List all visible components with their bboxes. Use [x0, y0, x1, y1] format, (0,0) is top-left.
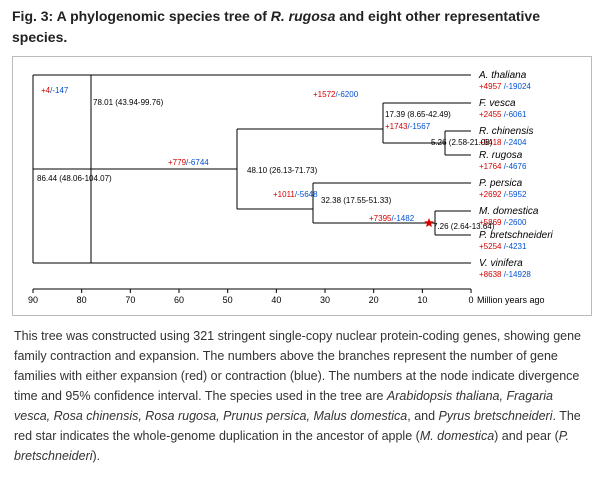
svg-text:F. vesca: F. vesca	[479, 98, 516, 109]
x-axis: 90 80 70 60 50 40 30 20 10 0Million years ago	[28, 289, 545, 305]
svg-text:5.26 (2.58-21.08): 5.26 (2.58-21.08)	[431, 138, 493, 147]
svg-text:80: 80	[77, 295, 87, 305]
svg-text:+7395/-1482: +7395/-1482	[369, 214, 415, 223]
svg-text:17.39 (8.65-42.49): 17.39 (8.65-42.49)	[385, 110, 451, 119]
figure-caption: This tree was constructed using 321 stri…	[0, 316, 604, 466]
title-species: R. rugosa	[271, 8, 336, 24]
svg-text:30: 30	[320, 295, 330, 305]
svg-text:P. bretschneideri: P. bretschneideri	[479, 230, 554, 241]
svg-text:86.44 (48.06-104.07): 86.44 (48.06-104.07)	[37, 174, 112, 183]
svg-text:40: 40	[271, 295, 281, 305]
svg-text:A. thaliana: A. thaliana	[478, 70, 527, 81]
svg-text:+2455 /-6061: +2455 /-6061	[479, 110, 527, 119]
svg-text:20: 20	[369, 295, 379, 305]
caption-species-2: Pyrus bretschneideri	[439, 409, 553, 423]
figure-container: 90 80 70 60 50 40 30 20 10 0Million years ago A. …	[12, 56, 592, 316]
svg-text:70: 70	[125, 295, 135, 305]
svg-text:48.10 (26.13-71.73): 48.10 (26.13-71.73)	[247, 166, 318, 175]
svg-text:+2692 /-5952: +2692 /-5952	[479, 190, 527, 199]
svg-text:R. rugosa: R. rugosa	[479, 150, 523, 161]
svg-text:+4957 /-19024: +4957 /-19024	[479, 82, 531, 91]
title-prefix: Fig. 3: A phylogenomic species tree of	[12, 8, 271, 24]
caption-text-5: ).	[93, 449, 101, 463]
svg-text:R. chinensis: R. chinensis	[479, 126, 533, 137]
svg-text:0: 0	[469, 295, 474, 305]
svg-text:+1572/-6200: +1572/-6200	[313, 90, 359, 99]
phylogenetic-tree-svg: 90 80 70 60 50 40 30 20 10 0Million years ago A. …	[13, 57, 591, 315]
svg-text:+5254 /-4231: +5254 /-4231	[479, 242, 527, 251]
svg-text:+1011/-5648: +1011/-5648	[273, 190, 318, 199]
svg-text:M. domestica: M. domestica	[479, 206, 539, 217]
svg-text:+1743/-1567: +1743/-1567	[385, 122, 431, 131]
caption-text-2: , and	[407, 409, 438, 423]
svg-text:P. persica: P. persica	[479, 178, 523, 189]
svg-text:10: 10	[417, 295, 427, 305]
caption-species-3: M. domestica	[420, 429, 494, 443]
caption-text-4: ) and pear (	[494, 429, 559, 443]
svg-text:+779/-6744: +779/-6744	[168, 158, 209, 167]
svg-text:+4/-147: +4/-147	[41, 86, 69, 95]
svg-text:32.38 (17.55-51.33): 32.38 (17.55-51.33)	[321, 196, 392, 205]
svg-text:Million years ago: Million years ago	[477, 295, 545, 305]
svg-text:V. vinifera: V. vinifera	[479, 258, 523, 269]
svg-text:60: 60	[174, 295, 184, 305]
figure-title: Fig. 3: A phylogenomic species tree of R…	[0, 0, 604, 56]
species-labels: A. thaliana+4957 /-19024 F. vesca+2455 /-…	[478, 70, 554, 279]
svg-text:90: 90	[28, 295, 38, 305]
svg-text:7.26 (2.64-13.64): 7.26 (2.64-13.64)	[433, 222, 495, 231]
svg-text:+1764 /-4676: +1764 /-4676	[479, 162, 527, 171]
svg-text:50: 50	[223, 295, 233, 305]
svg-text:78.01 (43.94-99.76): 78.01 (43.94-99.76)	[93, 98, 164, 107]
svg-text:+8638 /-14928: +8638 /-14928	[479, 270, 531, 279]
